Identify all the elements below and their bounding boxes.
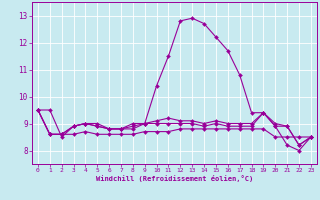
X-axis label: Windchill (Refroidissement éolien,°C): Windchill (Refroidissement éolien,°C) xyxy=(96,175,253,182)
